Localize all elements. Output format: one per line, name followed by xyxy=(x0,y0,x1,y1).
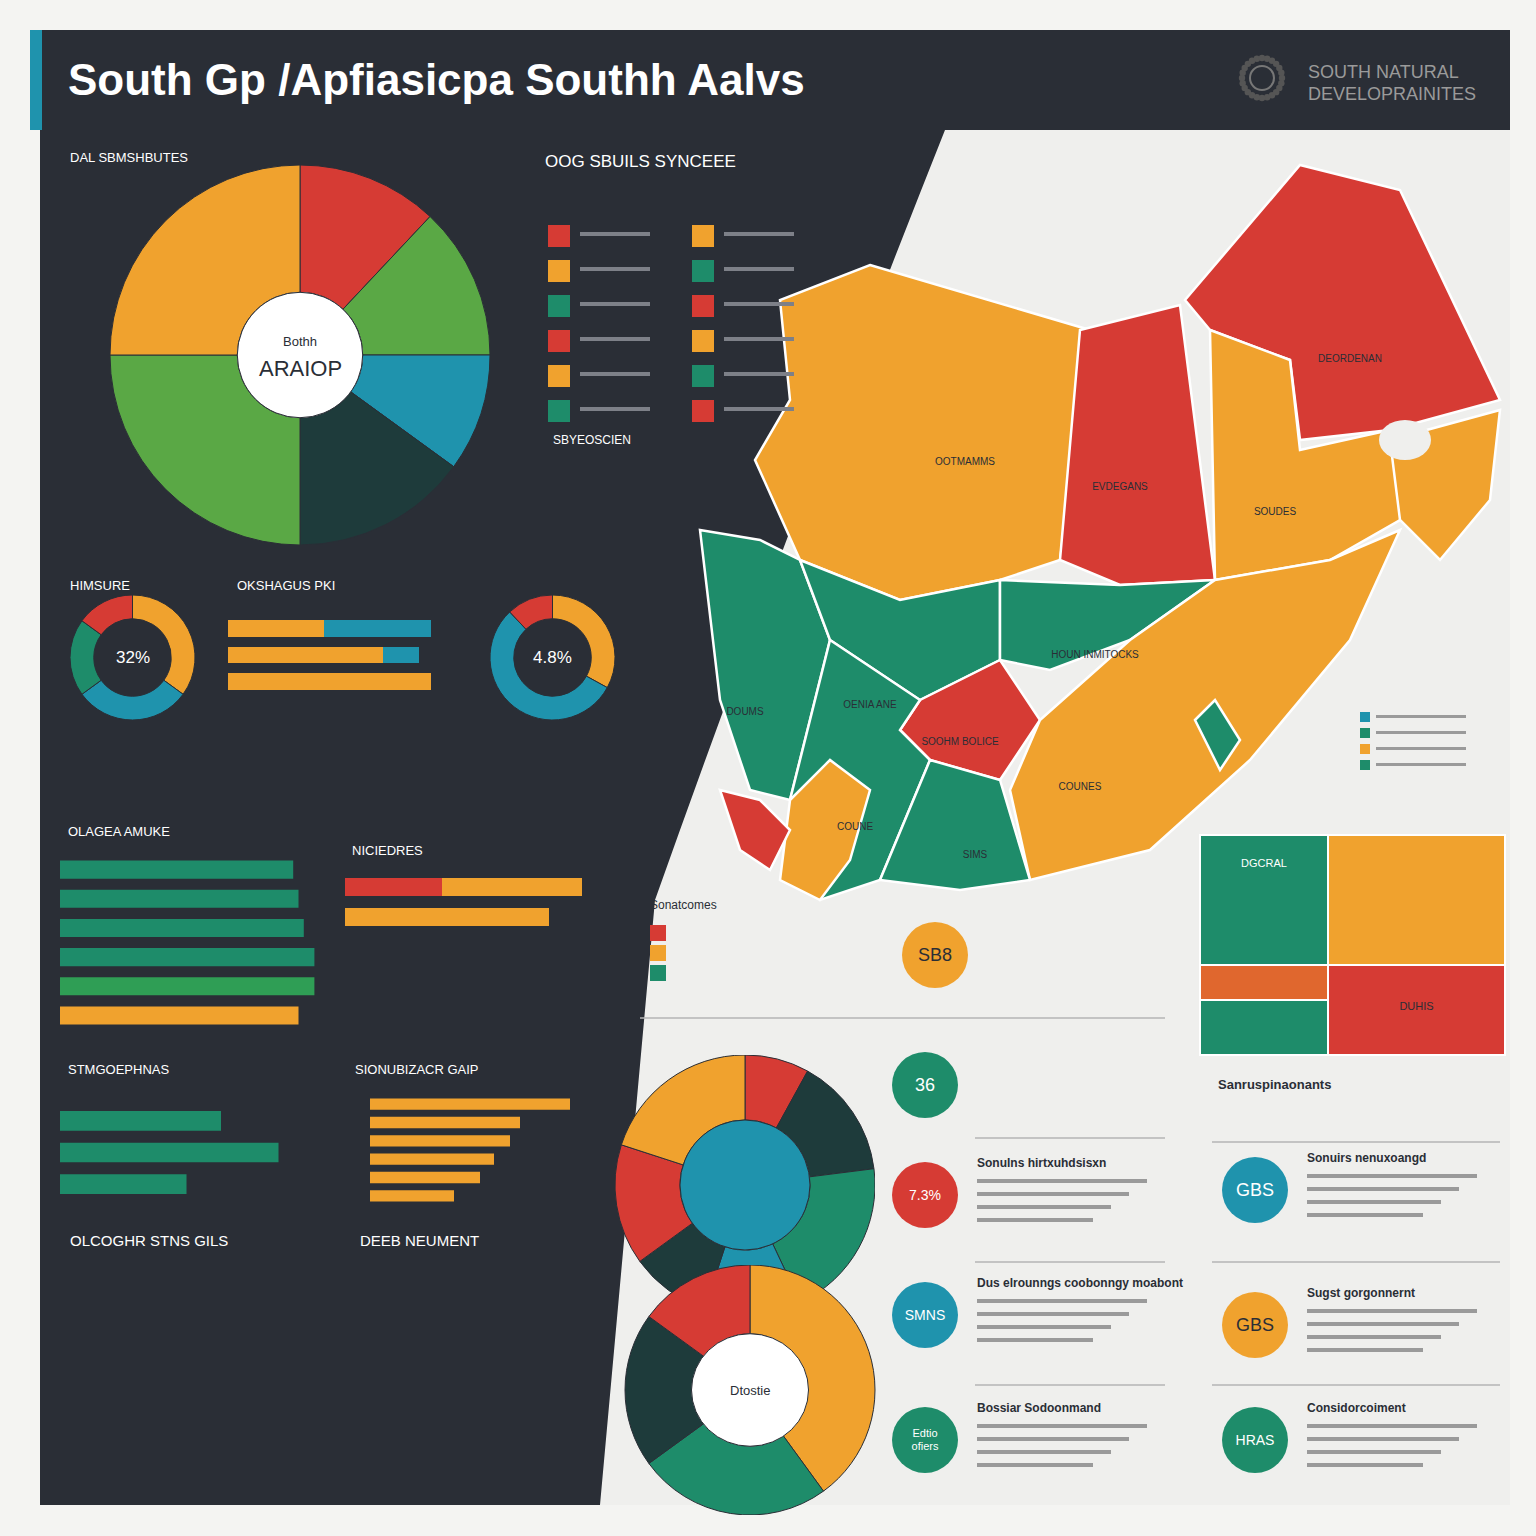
svg-text:DEORDENAN: DEORDENAN xyxy=(1318,353,1382,364)
html-text:STMGOEPHNAS: STMGOEPHNAS xyxy=(68,1062,170,1077)
svg-text:GBS: GBS xyxy=(1236,1315,1274,1335)
svg-text:ofiers: ofiers xyxy=(912,1440,939,1452)
svg-text:Sonuirs nenuxoangd: Sonuirs nenuxoangd xyxy=(1307,1151,1426,1165)
svg-text:GBS: GBS xyxy=(1236,1180,1274,1200)
svg-text:Dtostie: Dtostie xyxy=(730,1383,770,1398)
svg-text:ARAIOP: ARAIOP xyxy=(259,356,342,381)
svg-text:OOTMAMMS: OOTMAMMS xyxy=(935,456,995,467)
svg-text:SMNS: SMNS xyxy=(905,1307,945,1323)
html-text:South Gp /Apfiasicpa Southh Aa: South Gp /Apfiasicpa Southh Aalvs xyxy=(68,55,805,104)
html-text:Sanruspinaonants: Sanruspinaonants xyxy=(1218,1077,1332,1092)
html-text:SBYEOSCIEN: SBYEOSCIEN xyxy=(553,433,631,447)
html-text:DEVELOPRAINITES: DEVELOPRAINITES xyxy=(1308,84,1476,104)
html-text:SOUTH NATURAL: SOUTH NATURAL xyxy=(1308,62,1459,82)
svg-text:36: 36 xyxy=(915,1075,935,1095)
svg-text:COUNES: COUNES xyxy=(1059,781,1102,792)
svg-text:Edtio: Edtio xyxy=(912,1427,937,1439)
svg-text:Sugst gorgonnernt: Sugst gorgonnernt xyxy=(1307,1286,1415,1300)
svg-text:SOOHM BOLICE: SOOHM BOLICE xyxy=(921,736,999,747)
svg-text:OENIA ANE: OENIA ANE xyxy=(843,699,897,710)
svg-text:SB8: SB8 xyxy=(918,945,952,965)
svg-text:SOUDES: SOUDES xyxy=(1254,506,1297,517)
svg-text:DUHIS: DUHIS xyxy=(1399,1000,1433,1012)
html-text:NICIEDRES: NICIEDRES xyxy=(352,843,423,858)
svg-text:4.8%: 4.8% xyxy=(533,648,572,667)
html-text:DEEB NEUMENT: DEEB NEUMENT xyxy=(360,1232,480,1249)
svg-text:EVDEGANS: EVDEGANS xyxy=(1092,481,1148,492)
svg-text:32%: 32% xyxy=(116,648,150,667)
svg-text:Considorcoiment: Considorcoiment xyxy=(1307,1401,1406,1415)
html-text:SIONUBIZACR GAIP: SIONUBIZACR GAIP xyxy=(355,1062,479,1077)
svg-text:Bothh: Bothh xyxy=(283,334,317,349)
svg-text:DGCRAL: DGCRAL xyxy=(1241,857,1287,869)
html-text:HIMSURE: HIMSURE xyxy=(70,578,130,593)
html-text:OLCOGHR STNS GILS: OLCOGHR STNS GILS xyxy=(70,1232,229,1249)
svg-text:SIMS: SIMS xyxy=(963,849,988,860)
html-text:Sonatcomes: Sonatcomes xyxy=(650,898,717,912)
svg-text:Sonulns hirtxuhdsisxn: Sonulns hirtxuhdsisxn xyxy=(977,1156,1106,1170)
svg-text:HOUN INMITOCKS: HOUN INMITOCKS xyxy=(1051,649,1139,660)
html-text:DAL SBMSHBUTES: DAL SBMSHBUTES xyxy=(70,150,188,165)
html-text:OKSHAGUS PKI: OKSHAGUS PKI xyxy=(237,578,336,593)
html-text:OOG SBUILS SYNCEEE: OOG SBUILS SYNCEEE xyxy=(545,152,736,171)
svg-text:DOUMS: DOUMS xyxy=(726,706,764,717)
svg-text:7.3%: 7.3% xyxy=(909,1187,941,1203)
svg-text:Dus elrounngs coobonngy moabon: Dus elrounngs coobonngy moabont xyxy=(977,1276,1183,1290)
html-text:OLAGEA AMUKE: OLAGEA AMUKE xyxy=(68,824,170,839)
svg-text:Bossiar Sodoonmand: Bossiar Sodoonmand xyxy=(977,1401,1101,1415)
svg-text:COUNE: COUNE xyxy=(837,821,873,832)
svg-text:HRAS: HRAS xyxy=(1236,1432,1275,1448)
